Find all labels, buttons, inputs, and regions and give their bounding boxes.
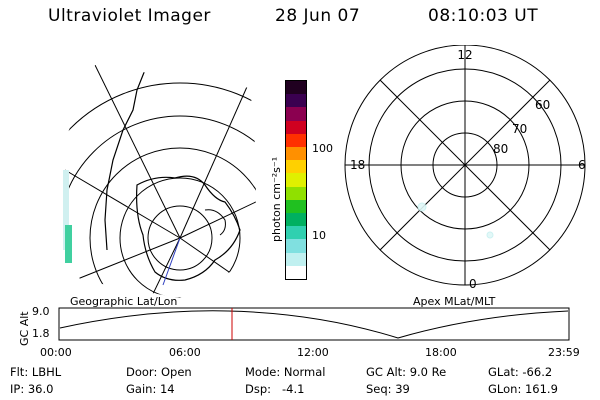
observation-date: 28 Jun 07 [275,6,361,26]
altitude-axis-label: GC Alt [18,311,31,346]
glon-value: 161.9 [524,382,558,396]
gc-alt-value: 9.0 Re [409,365,447,379]
aurora-emission [63,170,69,250]
colorbar-unit-label: photon cm⁻²s⁻¹ [270,156,283,242]
latitude-ring [89,147,256,298]
longitude-line [94,65,181,239]
mlt-label-0: 0 [469,277,477,291]
mlat-label-60: 60 [535,98,550,112]
ip-readout: IP: 36.0 [10,382,54,396]
filter-readout: Flt: LBHL [10,365,62,379]
color-bar-segment [286,186,306,200]
time-tick-1200: 12:00 [297,346,329,359]
geographic-map [63,65,256,298]
aurora-emission [417,202,427,212]
gain-readout: Gain: 14 [126,382,175,396]
altitude-plot [58,307,570,341]
color-bar-segment [286,81,306,95]
color-bar-segment [286,173,306,187]
orbit-altitude-curve [59,310,569,339]
time-tick-0000: 00:00 [40,346,72,359]
coastline-new-zealand [104,69,146,251]
colorbar-tick-10: 10 [312,229,326,242]
color-bar-segment [286,133,306,148]
glat-readout: GLat: -66.2 [488,365,553,379]
color-bar-segment [286,160,306,174]
color-bar-segment [286,226,306,240]
polar-plot-caption: Apex MLat/MLT [413,295,496,308]
altitude-plot-frame [58,307,570,341]
filter-value: LBHL [31,365,62,379]
glat-value: -66.2 [522,365,553,379]
latitude-ring [64,115,256,298]
mlt-line-diagonal [379,79,551,251]
color-bar-segment [286,120,306,134]
longitude-line [64,169,181,239]
longitude-line [179,79,251,239]
latitude-ring [64,82,256,298]
mlt-label-12: 12 [457,48,472,62]
colorbar-tick-100: 100 [312,142,333,155]
altitude-tick-min: 1.8 [32,327,50,340]
mlt-label-6: 6 [578,158,586,172]
color-bar-segment [286,239,306,253]
color-bar-segment [286,252,306,266]
instrument-title: Ultraviolet Imager [48,6,211,26]
color-bar-segment [286,199,306,214]
door-readout: Door: Open [126,365,192,379]
aurora-emission [486,231,494,239]
longitude-line [179,237,256,291]
longitude-line [149,237,181,298]
coastline-antarctica [136,175,241,281]
time-tick-1800: 18:00 [425,346,457,359]
mlat-label-80: 80 [493,142,508,156]
geo-map-caption: Geographic Lat/Lon [70,295,178,308]
latitude-ring [147,205,213,271]
ip-value: 36.0 [27,382,54,396]
mode-readout: Mode: Normal [245,365,326,379]
color-bar-segment [286,94,306,108]
longitude-line [74,237,181,281]
dsp-value: -4.1 [282,382,305,396]
longitude-line [179,199,256,239]
seq-readout: Seq: 39 [366,382,410,396]
color-bar-segment [286,213,306,227]
coastline-ross-sea [204,209,226,236]
seq-value: 39 [395,382,410,396]
glon-readout: GLon: 161.9 [488,382,558,396]
color-bar-segment [286,107,306,121]
gain-value: 14 [159,382,175,396]
dsp-readout: Dsp: -4.1 [245,382,305,396]
mode-value: Normal [283,365,326,379]
intensity-color-bar [285,80,307,280]
latitude-ring [119,177,241,298]
mlat-label-70: 70 [512,122,527,136]
mlt-label-18: 18 [350,158,365,172]
time-tick-2359: 23:59 [548,346,580,359]
polar-plot: 12 18 6 0 60 70 80 [344,45,586,291]
time-tick-0600: 06:00 [169,346,201,359]
color-bar-segment [286,147,306,161]
ground-track [162,237,181,286]
aurora-emission [65,225,72,263]
observation-time: 08:10:03 UT [428,6,539,26]
door-value: Open [160,365,192,379]
altitude-tick-max: 9.0 [32,305,50,318]
color-bar-segment [286,265,306,280]
gc-alt-readout: GC Alt: 9.0 Re [366,365,447,379]
